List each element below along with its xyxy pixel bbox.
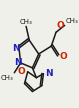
Text: N: N <box>14 58 21 67</box>
Text: O: O <box>18 67 25 76</box>
Text: CH₃: CH₃ <box>1 75 14 81</box>
Text: N: N <box>12 44 20 53</box>
Text: O: O <box>57 21 65 30</box>
Text: O: O <box>60 52 68 61</box>
Text: CH₃: CH₃ <box>65 18 78 24</box>
Text: N: N <box>45 69 53 78</box>
Text: CH₃: CH₃ <box>20 19 32 25</box>
